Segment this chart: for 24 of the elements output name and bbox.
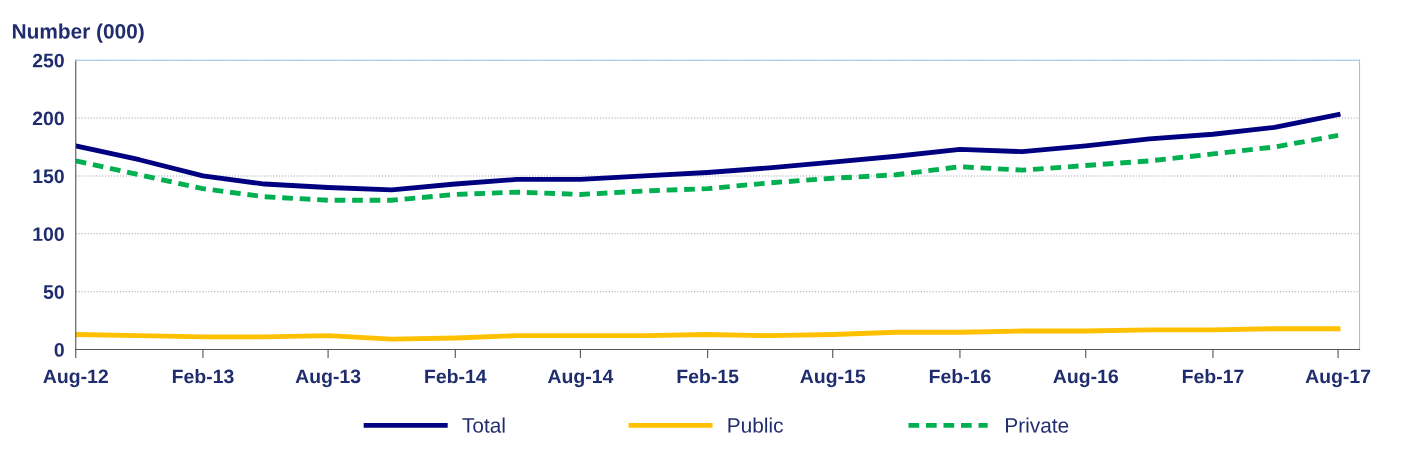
y-axis-title: Number (000)	[12, 23, 144, 43]
x-tick-label: Aug-12	[43, 369, 108, 388]
x-tick-label: Aug-15	[800, 369, 866, 388]
legend-label: Public	[728, 417, 783, 433]
y-tick-label: 200	[32, 111, 64, 126]
x-tick-label: Feb-15	[677, 369, 739, 384]
line-series	[75, 326, 1341, 342]
y-tick-label: 50	[43, 285, 64, 299]
x-tick-label: Aug-13	[295, 369, 361, 388]
x-tick-label: Feb-16	[929, 369, 991, 384]
y-tick-label: 100	[33, 227, 64, 242]
y-tick-label: 150	[33, 169, 64, 184]
line-series	[75, 133, 1341, 203]
line-series	[75, 112, 1341, 193]
x-tick-label: Feb-13	[172, 369, 234, 384]
y-tick-label: 250	[32, 53, 64, 68]
x-tick-label: Feb-17	[1182, 369, 1244, 384]
x-tick-label: Aug-17	[1305, 369, 1371, 388]
legend-label: Private	[1006, 417, 1069, 433]
x-tick-label: Feb-14	[425, 369, 487, 384]
x-tick-label: Aug-14	[547, 369, 614, 388]
legend-label: Total	[462, 417, 505, 433]
x-tick-label: Aug-16	[1053, 369, 1118, 388]
y-tick-label: 0	[54, 343, 64, 357]
